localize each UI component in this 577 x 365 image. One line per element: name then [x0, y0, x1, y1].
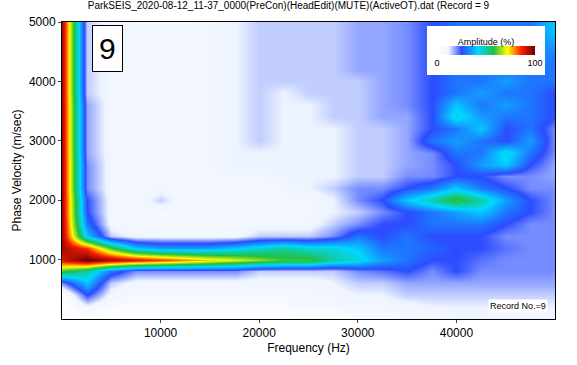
svg-text:2000: 2000 — [29, 193, 56, 207]
svg-text:30000: 30000 — [341, 326, 375, 340]
svg-text:20000: 20000 — [243, 326, 277, 340]
svg-text:ParkSEIS_2020-08-12_11-37_0000: ParkSEIS_2020-08-12_11-37_0000(PreCon)(H… — [88, 0, 490, 11]
svg-text:3000: 3000 — [29, 134, 56, 148]
svg-text:Phase Velocity (m/sec): Phase Velocity (m/sec) — [10, 109, 24, 231]
svg-text:4000: 4000 — [29, 75, 56, 89]
svg-text:5000: 5000 — [29, 15, 56, 29]
svg-text:Frequency (Hz): Frequency (Hz) — [267, 341, 350, 355]
svg-text:Amplitude (%): Amplitude (%) — [458, 37, 515, 47]
svg-text:10000: 10000 — [144, 326, 178, 340]
svg-text:0: 0 — [434, 58, 439, 68]
svg-text:100: 100 — [527, 58, 542, 68]
svg-text:Record No.=9: Record No.=9 — [490, 301, 546, 311]
svg-text:40000: 40000 — [440, 326, 474, 340]
svg-text:9: 9 — [99, 32, 116, 65]
svg-text:1000: 1000 — [29, 253, 56, 267]
